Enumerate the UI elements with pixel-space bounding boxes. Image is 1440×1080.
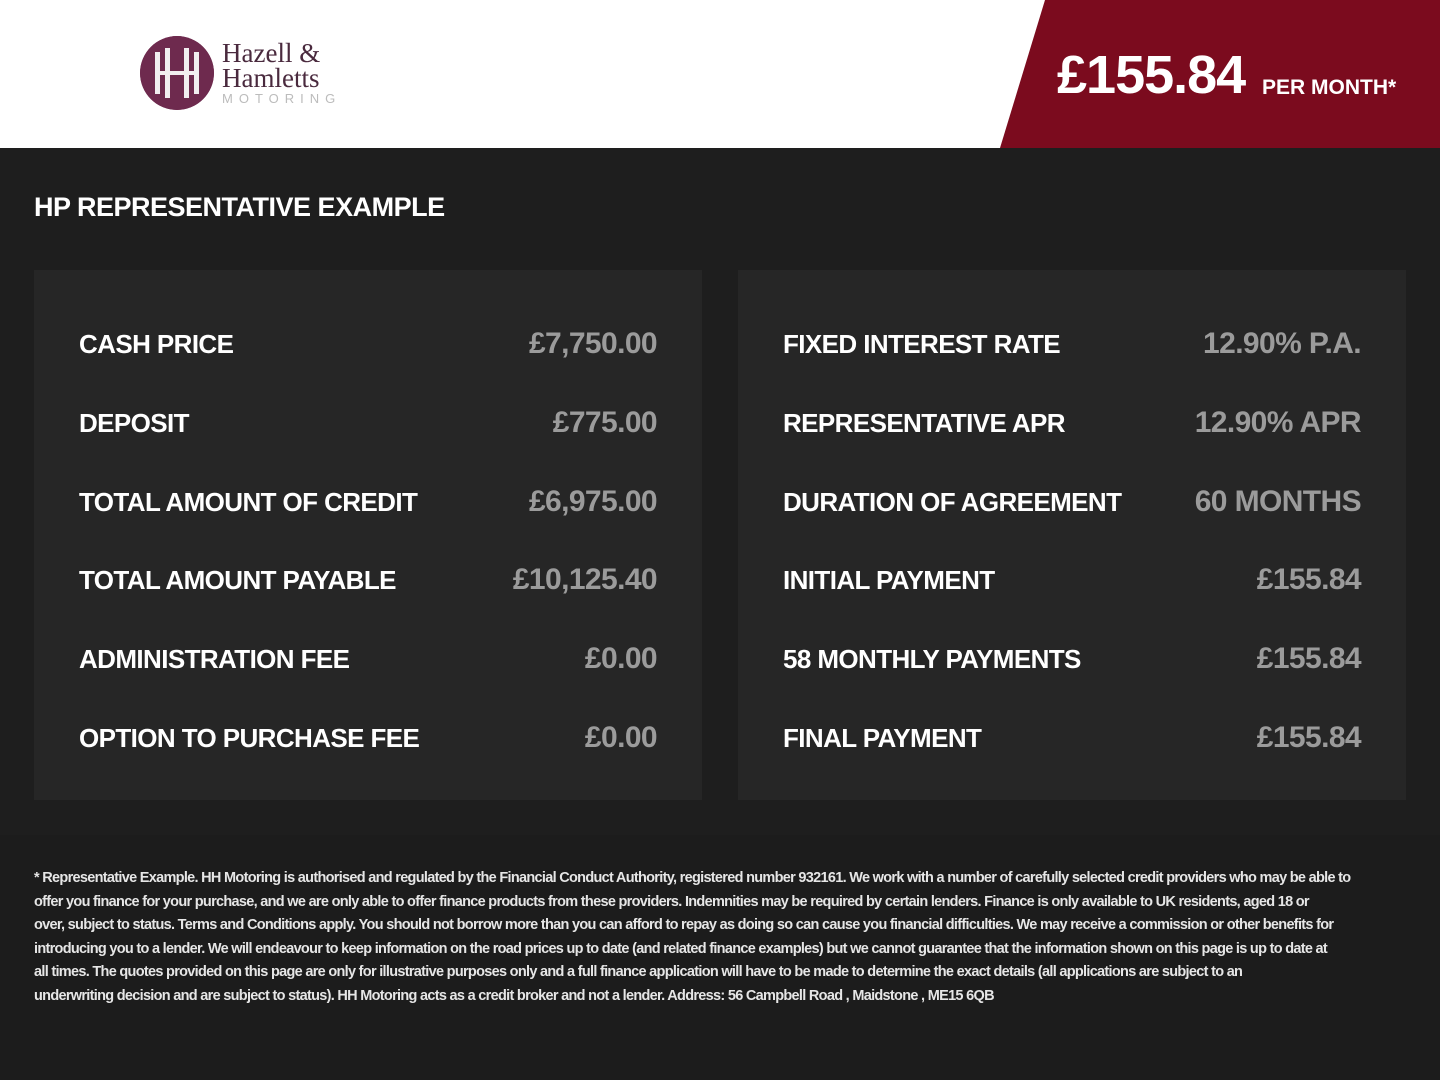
row-value: £0.00 bbox=[584, 721, 658, 754]
row-value: £155.84 bbox=[1256, 721, 1362, 754]
finance-row: DEPOSIT £775.00 bbox=[79, 403, 658, 443]
row-label: REPRESENTATIVE APR bbox=[783, 407, 1066, 438]
row-label: 58 MONTHLY PAYMENTS bbox=[783, 643, 1081, 674]
logo-hh-icon bbox=[140, 36, 214, 110]
row-value: £0.00 bbox=[584, 642, 658, 675]
finance-row: ADMINISTRATION FEE £0.00 bbox=[79, 639, 658, 679]
row-value: £775.00 bbox=[552, 406, 658, 439]
row-label: FINAL PAYMENT bbox=[783, 722, 982, 753]
row-label: OPTION TO PURCHASE FEE bbox=[79, 722, 420, 753]
footer: * Representative Example. HH Motoring is… bbox=[0, 835, 1440, 1080]
logo-line-3: MOTORING bbox=[222, 91, 342, 106]
disclaimer-line: offer you finance for your purchase, and… bbox=[34, 893, 1310, 910]
row-value: 12.90% APR bbox=[1194, 406, 1362, 439]
row-label: TOTAL AMOUNT PAYABLE bbox=[79, 564, 396, 595]
finance-row: FINAL PAYMENT £155.84 bbox=[783, 718, 1362, 758]
finance-row: TOTAL AMOUNT OF CREDIT £6,975.00 bbox=[79, 482, 658, 522]
row-label: INITIAL PAYMENT bbox=[783, 564, 995, 595]
finance-row: OPTION TO PURCHASE FEE £0.00 bbox=[79, 718, 658, 758]
row-value: 12.90% P.A. bbox=[1203, 327, 1362, 360]
monthly-price-badge: £155.84 PER MONTH* bbox=[1000, 0, 1440, 148]
row-label: ADMINISTRATION FEE bbox=[79, 643, 350, 674]
header: Hazell & Hamletts MOTORING £155.84 PER M… bbox=[0, 0, 1440, 148]
logo-line-2: Hamletts bbox=[222, 63, 320, 93]
row-value: £6,975.00 bbox=[528, 485, 658, 518]
finance-row: DURATION OF AGREEMENT 60 MONTHS bbox=[783, 482, 1362, 522]
row-label: TOTAL AMOUNT OF CREDIT bbox=[79, 486, 418, 517]
monthly-price-suffix: PER MONTH* bbox=[1262, 76, 1397, 99]
finance-panel-left: CASH PRICE £7,750.00 DEPOSIT £775.00 TOTAL… bbox=[34, 270, 702, 800]
finance-panel-right: FIXED INTEREST RATE 12.90% P.A. REPRESENT… bbox=[738, 270, 1406, 800]
disclaimer-line: introducing you to a lender. We will end… bbox=[34, 940, 1328, 957]
row-value: 60 MONTHS bbox=[1194, 485, 1362, 518]
section-title: HP REPRESENTATIVE EXAMPLE bbox=[34, 192, 445, 222]
row-value: £10,125.40 bbox=[512, 563, 658, 596]
finance-row: CASH PRICE £7,750.00 bbox=[79, 324, 658, 364]
finance-row: FIXED INTEREST RATE 12.90% P.A. bbox=[783, 324, 1362, 364]
row-label: FIXED INTEREST RATE bbox=[783, 328, 1061, 359]
row-label: CASH PRICE bbox=[79, 328, 234, 359]
finance-row: INITIAL PAYMENT £155.84 bbox=[783, 560, 1362, 600]
finance-row: REPRESENTATIVE APR 12.90% APR bbox=[783, 403, 1362, 443]
logo[interactable]: Hazell & Hamletts MOTORING bbox=[140, 36, 341, 110]
row-label: DURATION OF AGREEMENT bbox=[783, 486, 1122, 517]
disclaimer: * Representative Example. HH Motoring is… bbox=[34, 867, 1351, 1009]
row-label: DEPOSIT bbox=[79, 407, 190, 438]
monthly-price: £155.84 bbox=[1057, 45, 1246, 105]
disclaimer-line: over, subject to status. Terms and Condi… bbox=[34, 917, 1334, 934]
row-value: £155.84 bbox=[1256, 563, 1362, 596]
disclaimer-line: underwriting decision and are subject to… bbox=[34, 987, 995, 1004]
finance-row: 58 MONTHLY PAYMENTS £155.84 bbox=[783, 639, 1362, 679]
disclaimer-line: * Representative Example. HH Motoring is… bbox=[34, 870, 1351, 886]
disclaimer-line: all times. The quotes provided on this p… bbox=[34, 964, 1243, 981]
row-value: £155.84 bbox=[1256, 642, 1362, 675]
finance-row: TOTAL AMOUNT PAYABLE £10,125.40 bbox=[79, 560, 658, 600]
row-value: £7,750.00 bbox=[528, 327, 658, 360]
logo-line-1: Hazell & bbox=[222, 38, 321, 68]
